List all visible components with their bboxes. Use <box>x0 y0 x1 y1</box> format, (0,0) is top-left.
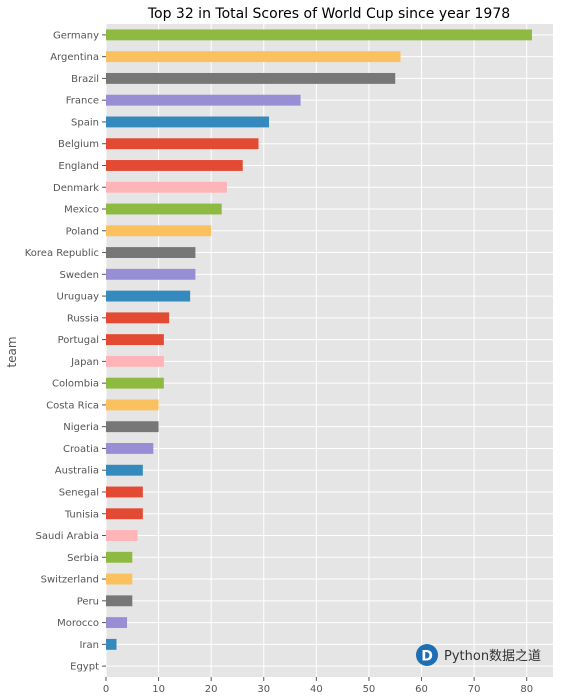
y-tick-label: Croatia <box>63 444 99 455</box>
bar-uruguay <box>106 290 191 302</box>
x-tick-labels: 0 10 20 30 40 50 60 70 80 <box>103 677 533 695</box>
bar-costa-rica <box>106 399 159 411</box>
y-tick-labels: Germany Argentina Brazil France Spain Belgium… <box>25 30 106 673</box>
y-tick-label: Russia <box>67 313 99 324</box>
y-tick-label: Colombia <box>52 379 99 390</box>
bars <box>106 29 532 650</box>
y-tick-label: Tunisia <box>64 509 99 520</box>
bar-saudi-arabia <box>106 530 138 541</box>
bar-belgium <box>106 138 259 150</box>
y-tick-label: France <box>66 96 99 107</box>
bar-england <box>106 160 243 171</box>
y-tick-label: Portugal <box>58 335 99 346</box>
bar-germany <box>106 29 532 41</box>
x-tick-label: 20 <box>205 684 218 695</box>
x-tick-label: 60 <box>415 684 428 695</box>
watermark-text: Python数据之道 <box>444 649 541 664</box>
bar-tunisia <box>106 508 143 520</box>
bar-switzerland <box>106 573 133 585</box>
x-tick-label: 0 <box>103 684 109 695</box>
y-tick-label: Serbia <box>67 553 99 564</box>
bar-denmark <box>106 181 227 193</box>
chart-title: Top 32 in Total Scores of World Cup sinc… <box>147 6 510 22</box>
y-tick-label: Switzerland <box>41 575 99 586</box>
bar-spain <box>106 116 270 128</box>
y-tick-label: Denmark <box>53 183 99 194</box>
y-tick-label: Japan <box>70 357 99 368</box>
bar-peru <box>106 595 133 607</box>
x-tick-label: 30 <box>257 684 270 695</box>
bar-senegal <box>106 486 143 498</box>
watermark-logo-letter: D <box>421 649 433 665</box>
bar-japan <box>106 355 164 367</box>
y-tick-label: Spain <box>71 117 99 128</box>
y-tick-label: England <box>58 161 99 172</box>
y-tick-label: Iran <box>79 640 99 651</box>
y-tick-label: Egypt <box>70 662 99 673</box>
bar-colombia <box>106 377 164 389</box>
y-tick-label: Morocco <box>57 618 99 629</box>
bar-mexico <box>106 203 222 215</box>
y-tick-label: Senegal <box>59 487 99 498</box>
bar-argentina <box>106 51 401 63</box>
y-tick-label: Brazil <box>71 74 99 85</box>
bar-morocco <box>106 617 128 629</box>
y-axis-label: team <box>5 336 19 367</box>
bar-brazil <box>106 72 396 84</box>
y-tick-label: Nigeria <box>63 422 99 433</box>
y-tick-label: Sweden <box>59 270 99 281</box>
bar-poland <box>106 225 212 237</box>
y-tick-label: Uruguay <box>57 292 100 303</box>
y-tick-label: Mexico <box>64 205 99 216</box>
y-tick-label: Germany <box>53 30 99 41</box>
watermark-logo-icon <box>416 644 438 666</box>
y-tick-label: Korea Republic <box>25 248 99 259</box>
bar-iran <box>106 638 117 650</box>
y-tick-label: Belgium <box>58 139 99 150</box>
x-tick-label: 70 <box>468 684 481 695</box>
x-tick-label: 40 <box>310 684 323 695</box>
bar-france <box>106 94 301 106</box>
y-tick-label: Costa Rica <box>46 400 99 411</box>
bar-korea-republic <box>106 247 196 258</box>
x-tick-label: 50 <box>363 684 376 695</box>
bar-nigeria <box>106 421 159 433</box>
y-tick-label: Australia <box>55 466 99 477</box>
bar-sweden <box>106 268 196 280</box>
y-tick-label: Saudi Arabia <box>36 531 99 542</box>
bar-russia <box>106 312 170 324</box>
bar-portugal <box>106 334 164 346</box>
y-tick-label: Poland <box>66 226 99 237</box>
x-tick-label: 80 <box>520 684 533 695</box>
plot-area <box>106 24 553 677</box>
watermark: D Python数据之道 <box>416 644 541 666</box>
bar-australia <box>106 464 143 476</box>
y-tick-label: Argentina <box>50 52 99 63</box>
y-tick-label: Peru <box>77 596 99 607</box>
bar-croatia <box>106 443 154 454</box>
x-tick-label: 10 <box>152 684 165 695</box>
bar-serbia <box>106 551 133 563</box>
